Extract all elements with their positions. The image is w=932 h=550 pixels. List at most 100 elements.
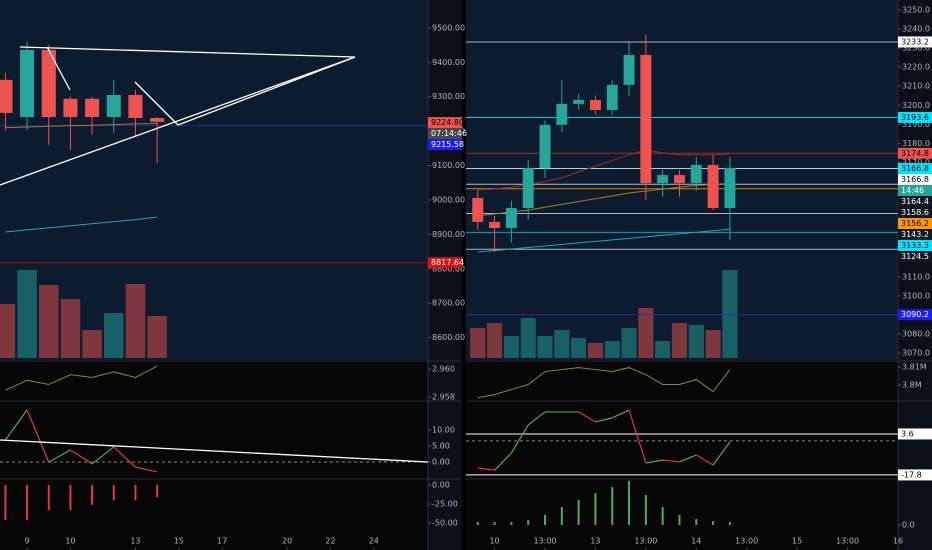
histogram-bar [4,485,7,520]
moving-average [477,228,730,253]
x-tick-label: 16 [893,537,903,546]
volume-bar [621,328,637,358]
indicator-pane [466,402,898,478]
indicator-segment [695,454,714,466]
y-tick-label: 9400.00 [432,58,465,67]
volume-bar [671,323,688,358]
y-tick-label: 3210.0 [902,82,930,91]
y-tick-label: 3190.0 [902,120,930,129]
x-tick-label: 13:00 [533,537,556,546]
candle-body [556,103,568,125]
candle-body [606,84,618,111]
volume-bar [722,270,738,358]
histogram-bar [544,515,547,525]
price-axis [898,0,932,550]
x-tick-label: 14 [691,537,701,546]
y-tick-label: 9300.00 [432,92,465,101]
volume-bar [705,330,721,358]
volume-bar [587,343,603,358]
volume-bar [638,308,654,358]
price-label-box [428,117,462,129]
price-label-box [898,36,932,48]
indicator-pane [0,402,428,478]
y-tick-label: -25.00 [432,500,458,509]
candle-body [539,124,551,168]
candle-body [128,94,143,119]
y-tick-label: 2.958 [432,393,455,402]
price-label: 3193.6 [901,113,929,122]
y-tick-label: 0.0 [902,521,915,530]
indicator-segment [628,409,647,464]
trend-line [0,56,356,186]
y-tick-label: 3180.0 [902,139,930,148]
volume-bar [655,341,671,358]
candle-body [522,167,534,209]
volume-bar [537,336,553,358]
x-tick-label: 13 [130,537,140,546]
price-label-box [898,218,932,230]
histogram-bar [493,522,496,525]
histogram-bar [611,487,614,525]
price-label-box [898,163,932,175]
histogram-bar [695,519,698,525]
indicator-pane [466,480,898,550]
volume-bar [82,330,102,358]
moving-average [477,149,730,191]
y-tick-label: 3070.0 [902,349,930,358]
price-label: 3158.6 [901,208,929,217]
y-tick-label: 9000.00 [432,195,465,204]
y-tick-label: -50.00 [432,519,458,528]
indicator-pane [0,362,428,400]
indicator-line [5,365,158,391]
plots [0,34,898,525]
y-tick-label: 3080.0 [902,330,930,339]
price-label-box [898,196,932,208]
volume-bar [39,285,59,358]
candle-body [63,98,78,118]
histogram-bar [47,485,50,511]
x-tick-label: 15 [174,537,184,546]
histogram-bar [112,485,115,501]
indicator-line [477,367,731,399]
y-tick-label: 3220.0 [902,63,930,72]
x-tick-label: 9 [25,537,30,546]
candle-body [20,49,35,118]
indicator-segment [26,409,50,463]
x-tick-label: 13:00 [634,537,657,546]
x-tick-label: 10 [65,537,75,546]
axis-labels: 8600.008700.008800.008900.009000.009100.… [25,5,932,550]
x-tick-label: 13:00 [735,537,758,546]
y-tick-label: 9500.00 [432,23,465,32]
histogram-bar [560,507,563,525]
moving-average [477,182,730,217]
y-tick-label: 8600.00 [432,333,465,342]
y-tick-label: 3.81M [902,363,927,372]
price-label-box [898,147,932,159]
y-tick-label: 8800.00 [432,264,465,273]
volume-bar [688,325,704,358]
histogram-bar [476,522,479,525]
price-label-box [428,139,462,151]
trend-line [134,81,179,126]
indicator-segment [510,424,529,454]
histogram-bar [712,521,715,525]
candle-body [589,99,601,111]
price-label: 3164.4 [901,197,929,206]
volume-bar [0,304,16,358]
candle-body [623,54,635,85]
volume-bar [17,270,37,358]
volume-bar [147,316,167,358]
y-tick-label: 0.00 [432,458,450,467]
histogram-bar [728,522,731,525]
x-tick-label: 20 [282,537,292,546]
price-label-box [428,257,462,269]
y-tick-label: 9100.00 [432,161,465,170]
price-label: 3124.5 [901,252,929,261]
price-label: 3133.3 [901,241,929,250]
price-label: 8817.64 [431,258,464,267]
price-label: 9215.58 [431,140,464,149]
price-label: 3233.2 [901,37,929,46]
histogram-bar [69,485,72,511]
indicator-segment [70,449,93,465]
candle-body [640,54,652,184]
